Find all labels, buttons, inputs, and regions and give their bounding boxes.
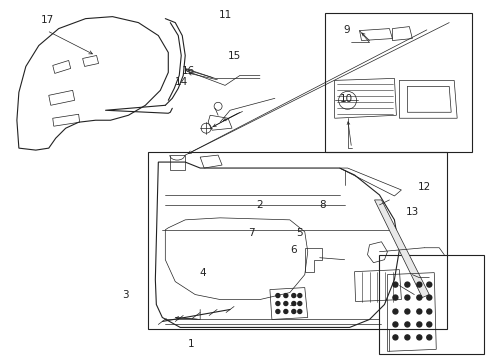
Circle shape	[404, 282, 409, 287]
Bar	[148, 152, 447, 329]
Bar	[324, 13, 471, 152]
Text: 17: 17	[41, 15, 54, 26]
Text: 15: 15	[228, 51, 241, 61]
Circle shape	[297, 310, 301, 314]
Circle shape	[283, 310, 287, 314]
Circle shape	[297, 293, 301, 298]
Bar	[379, 255, 483, 354]
Text: 5: 5	[295, 228, 302, 238]
Circle shape	[416, 295, 421, 300]
Circle shape	[283, 302, 287, 306]
Text: 11: 11	[218, 10, 231, 20]
Circle shape	[275, 310, 279, 314]
Circle shape	[416, 322, 421, 327]
Circle shape	[426, 322, 431, 327]
Text: 16: 16	[182, 66, 195, 76]
Text: 13: 13	[405, 207, 418, 217]
Text: 6: 6	[289, 245, 296, 255]
Circle shape	[275, 302, 279, 306]
Text: 3: 3	[122, 290, 128, 300]
Circle shape	[426, 295, 431, 300]
Text: 1: 1	[187, 338, 194, 348]
Circle shape	[275, 293, 279, 298]
Circle shape	[392, 309, 397, 314]
Circle shape	[291, 310, 295, 314]
Circle shape	[392, 282, 397, 287]
Text: 7: 7	[248, 228, 255, 238]
Circle shape	[291, 293, 295, 298]
Text: 14: 14	[174, 77, 187, 87]
Circle shape	[297, 302, 301, 306]
Polygon shape	[374, 200, 428, 298]
Circle shape	[404, 295, 409, 300]
Circle shape	[392, 322, 397, 327]
Circle shape	[404, 322, 409, 327]
Circle shape	[283, 293, 287, 298]
Circle shape	[392, 295, 397, 300]
Circle shape	[291, 302, 295, 306]
Circle shape	[404, 309, 409, 314]
Text: 12: 12	[417, 182, 430, 192]
Text: 9: 9	[343, 25, 349, 35]
Circle shape	[426, 282, 431, 287]
Text: 10: 10	[340, 94, 353, 104]
Circle shape	[404, 335, 409, 340]
Text: 8: 8	[319, 200, 325, 210]
Text: 2: 2	[255, 200, 262, 210]
Text: 4: 4	[200, 267, 206, 278]
Circle shape	[416, 309, 421, 314]
Circle shape	[416, 335, 421, 340]
Circle shape	[426, 309, 431, 314]
Circle shape	[416, 282, 421, 287]
Circle shape	[392, 335, 397, 340]
Circle shape	[426, 335, 431, 340]
